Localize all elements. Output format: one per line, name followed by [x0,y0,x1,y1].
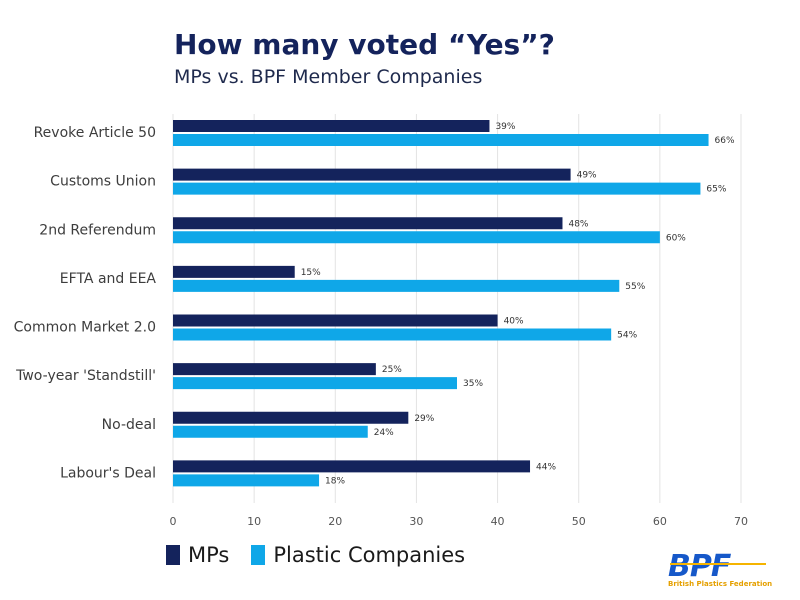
bar-plastic-companies [173,474,320,487]
bar-mps [173,411,409,424]
x-tick-label-0: 0 [170,515,177,528]
legend-label-plastic-companies: Plastic Companies [273,543,466,567]
bar-mps [173,314,498,327]
legend-swatch-mps [166,545,180,565]
bar-plastic-companies [173,377,457,390]
bar-mps [173,217,563,230]
bar-plastic-companies [173,425,368,438]
category-label: Customs Union [50,174,156,190]
bar-mps [173,363,376,376]
bar-mps [173,168,571,181]
chart-legend: MPs Plastic Companies [166,543,487,567]
bar-value-label: 44% [536,462,556,472]
category-label: Labour's Deal [60,465,156,481]
x-tick-label-30: 30 [409,515,423,528]
bar-plastic-companies [173,328,612,341]
x-tick-label-70: 70 [734,515,748,528]
category-label: EFTA and EEA [60,271,157,287]
bar-plastic-companies [173,231,660,244]
bar-chart: 0 10 20 30 40 50 60 70 Revoke Article 50 39% 66% Cu… [14,114,748,528]
bar-value-label: 66% [715,136,735,146]
bar-plastic-companies [173,134,709,146]
bar-value-label: 25% [382,365,402,375]
bar-plastic-companies [173,279,620,292]
legend-item-plastic-companies: Plastic Companies [251,543,465,567]
x-tick-label-10: 10 [247,515,261,528]
x-tick-label-60: 60 [653,515,667,528]
x-tick-label-20: 20 [328,515,342,528]
legend-label-mps: MPs [188,543,230,567]
legend-item-mps: MPs [166,543,229,567]
chart-title: How many voted “Yes”? [174,28,555,61]
category-label: Common Market 2.0 [14,320,156,336]
category-label: Two-year 'Standstill' [15,368,156,384]
bar-value-label: 15% [301,268,321,278]
bar-plastic-companies [173,182,701,195]
bar-value-label: 29% [414,414,434,424]
bar-value-label: 24% [374,428,394,438]
x-tick-label-40: 40 [491,515,505,528]
bar-value-label: 49% [577,171,597,181]
bar-value-label: 48% [568,219,588,229]
bar-mps [173,120,490,132]
bpf-logo-accent [670,563,766,565]
category-label: Revoke Article 50 [34,125,156,141]
bar-value-label: 35% [463,379,483,389]
bpf-logo-mark: BPF [668,549,732,584]
bar-value-label: 54% [617,331,637,341]
x-tick-label-50: 50 [572,515,586,528]
bpf-logo: BPF [668,549,766,584]
legend-swatch-plastic-companies [251,545,266,565]
bar-value-label: 55% [625,282,645,292]
bar-value-label: 40% [504,317,524,327]
bpf-logo-subtext: British Plastics Federation [668,580,773,588]
bar-mps [173,460,531,473]
bar-value-label: 65% [706,185,726,195]
bar-value-label: 60% [666,233,686,243]
chart-subtitle: MPs vs. BPF Member Companies [174,66,483,88]
bar-value-label: 39% [495,122,515,132]
category-label: 2nd Referendum [39,222,156,238]
bar-mps [173,265,295,278]
category-label: No-deal [102,417,156,433]
bar-value-label: 18% [325,476,345,486]
